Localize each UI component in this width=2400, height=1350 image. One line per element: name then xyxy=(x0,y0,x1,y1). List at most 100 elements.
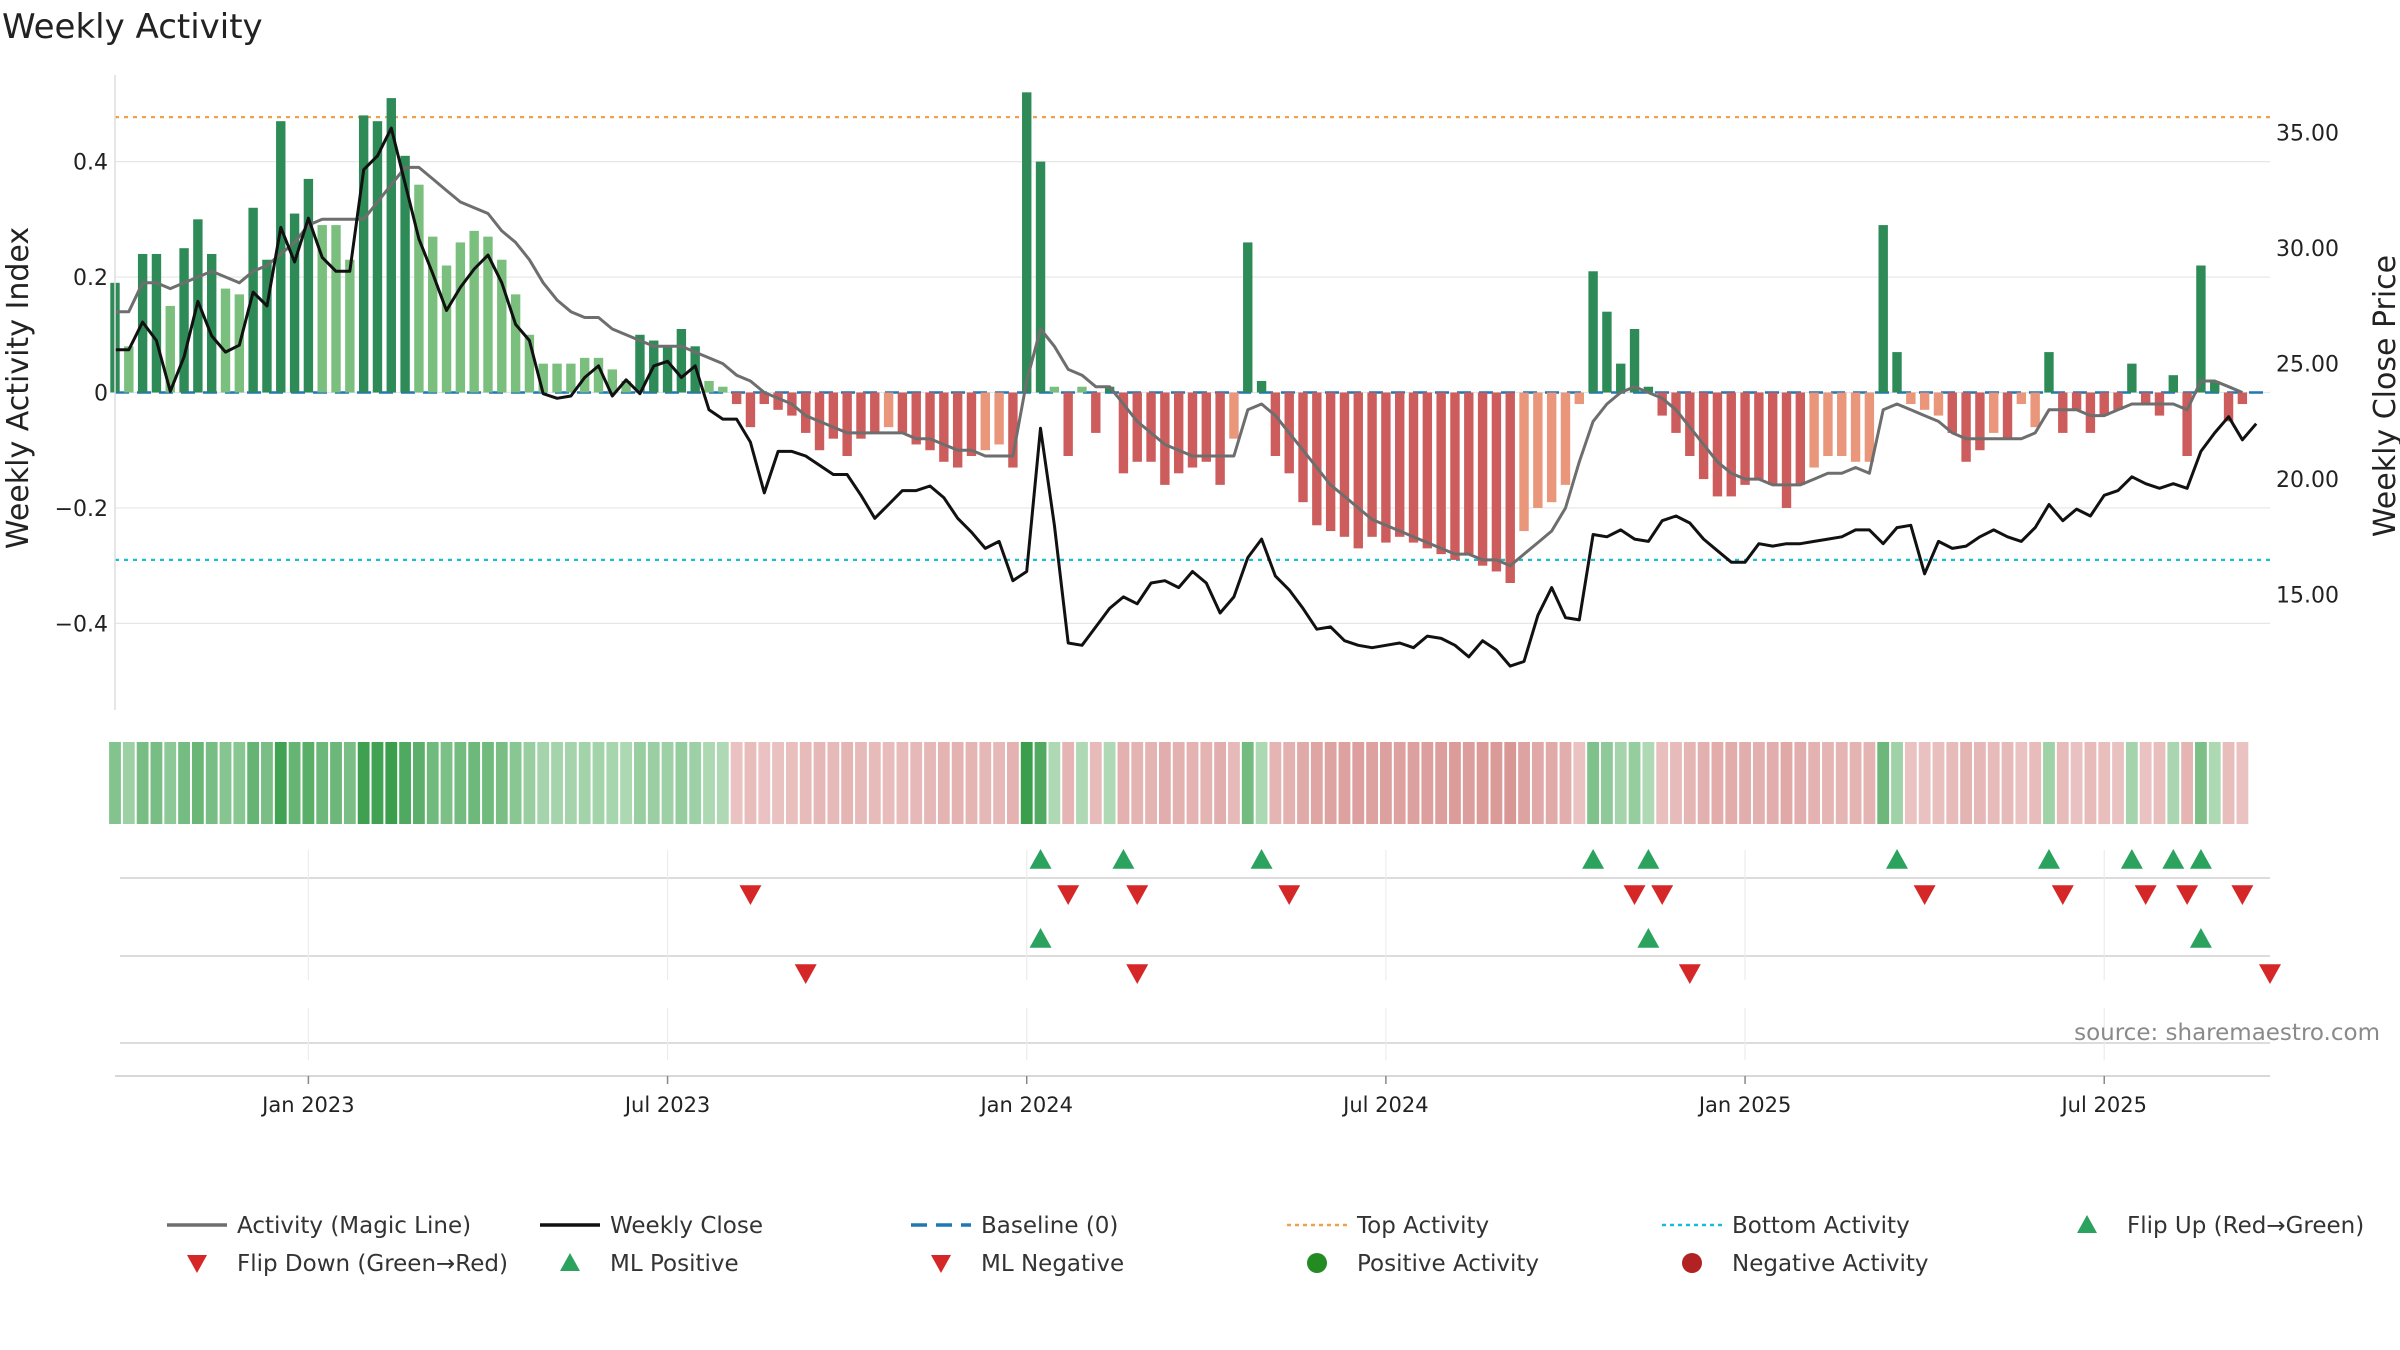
activity-bar xyxy=(1312,392,1322,526)
heat-cell xyxy=(495,742,508,824)
activity-bar xyxy=(2085,392,2096,433)
heat-cell xyxy=(150,742,163,824)
activity-bars xyxy=(110,92,2248,583)
heat-cell xyxy=(1407,742,1420,824)
activity-bar xyxy=(1643,386,1654,393)
activity-bar xyxy=(1450,392,1460,560)
legend-item: ML Negative xyxy=(931,1251,1124,1277)
activity-bar xyxy=(1546,392,1557,503)
heat-cell xyxy=(1891,742,1903,824)
legend-label: Activity (Magic Line) xyxy=(237,1213,471,1239)
legend: Activity (Magic Line) Weekly Close Baselin… xyxy=(167,1213,2364,1277)
activity-bar xyxy=(1367,392,1377,537)
activity-bar xyxy=(1395,392,1405,537)
legend-label: Negative Activity xyxy=(1732,1251,1929,1277)
activity-bar xyxy=(1519,392,1529,532)
activity-bar xyxy=(1989,392,1999,433)
heat-cell xyxy=(482,742,494,824)
activity-bar xyxy=(2030,392,2040,428)
legend-item: Weekly Close xyxy=(540,1213,763,1239)
legend-label: Bottom Activity xyxy=(1732,1213,1910,1239)
heat-cell xyxy=(1393,742,1406,824)
flip-up-marker xyxy=(2120,849,2143,869)
heat-cell xyxy=(689,742,702,824)
activity-bar xyxy=(1823,392,1833,456)
heat-cell xyxy=(1103,742,1116,824)
heat-cell xyxy=(330,742,342,824)
legend-label: Flip Up (Red→Green) xyxy=(2127,1213,2364,1239)
heat-cell xyxy=(1158,742,1171,824)
activity-bar xyxy=(1381,392,1391,543)
heat-cell xyxy=(620,742,633,824)
activity-bar xyxy=(220,288,231,393)
y-left-tick-label: 0.4 xyxy=(73,151,108,176)
legend-label: ML Negative xyxy=(981,1251,1124,1277)
flip-up-marker xyxy=(1582,849,1605,869)
activity-bar xyxy=(1477,392,1488,566)
ml-negative-marker xyxy=(1678,964,1701,984)
heat-cell xyxy=(716,742,729,824)
heat-cell xyxy=(1559,742,1572,824)
heat-cell xyxy=(1918,742,1931,824)
heat-cell xyxy=(1725,742,1738,824)
heat-cell xyxy=(261,742,273,824)
flip-up-marker xyxy=(1250,849,1273,869)
activity-bar xyxy=(1325,392,1336,532)
heat-cell xyxy=(191,742,204,824)
ml-positive-marker xyxy=(1637,928,1660,948)
heat-cell xyxy=(1034,742,1047,824)
activity-bar xyxy=(2002,392,2013,439)
chart-title: Weekly Activity xyxy=(2,7,263,47)
activity-bar xyxy=(1795,392,1806,485)
flip-up-marker xyxy=(2189,849,2212,869)
activity-bar xyxy=(2071,392,2082,410)
heat-cell xyxy=(634,742,646,824)
heat-cell xyxy=(578,742,591,824)
x-tick-label: Jul 2025 xyxy=(2059,1093,2146,1117)
activity-bar xyxy=(1878,225,1888,393)
activity-bar xyxy=(1201,392,1212,462)
activity-bar xyxy=(1270,392,1281,456)
activity-bar xyxy=(1837,392,1847,456)
heat-cell xyxy=(178,742,190,824)
activity-bar xyxy=(469,230,479,393)
activity-bar xyxy=(1049,386,1060,393)
legend-item: Flip Down (Green→Red) xyxy=(187,1251,508,1277)
activity-bar xyxy=(1187,392,1198,468)
heat-cell xyxy=(979,742,992,824)
activity-bar xyxy=(718,386,728,393)
heat-cell xyxy=(965,742,978,824)
heat-cell xyxy=(1946,742,1959,824)
heat-cell xyxy=(2181,742,2194,824)
heat-cell xyxy=(1020,742,1033,824)
heat-cell xyxy=(1794,742,1807,824)
heat-cell xyxy=(357,742,370,824)
activity-bar xyxy=(773,392,783,410)
heat-cell xyxy=(426,742,439,824)
heat-cell xyxy=(316,742,329,824)
activity-bar xyxy=(566,363,576,393)
heat-cell xyxy=(1656,742,1669,824)
heat-cell xyxy=(274,742,287,824)
activity-bar xyxy=(1850,392,1861,462)
heat-cell xyxy=(440,742,453,824)
heat-cell xyxy=(2056,742,2069,824)
y-right-tick-label: 30.00 xyxy=(2276,237,2339,262)
heat-cell xyxy=(1145,742,1157,824)
activity-bar xyxy=(1104,386,1115,393)
activity-bar xyxy=(1035,161,1046,393)
activity-bar xyxy=(1229,392,1239,439)
activity-bar xyxy=(745,392,756,428)
activity-bar xyxy=(1781,392,1792,508)
heat-cell xyxy=(2043,742,2055,824)
activity-bar xyxy=(856,392,866,439)
activity-bar xyxy=(1947,392,1957,433)
heat-cell xyxy=(1228,742,1240,824)
heat-cell xyxy=(1504,742,1517,824)
activity-bar xyxy=(1408,392,1419,543)
activity-bar xyxy=(538,363,548,393)
heat-cell xyxy=(219,742,232,824)
activity-bar xyxy=(1215,392,1225,485)
activity-bar xyxy=(1906,392,1916,405)
heat-cell xyxy=(1987,742,2000,824)
